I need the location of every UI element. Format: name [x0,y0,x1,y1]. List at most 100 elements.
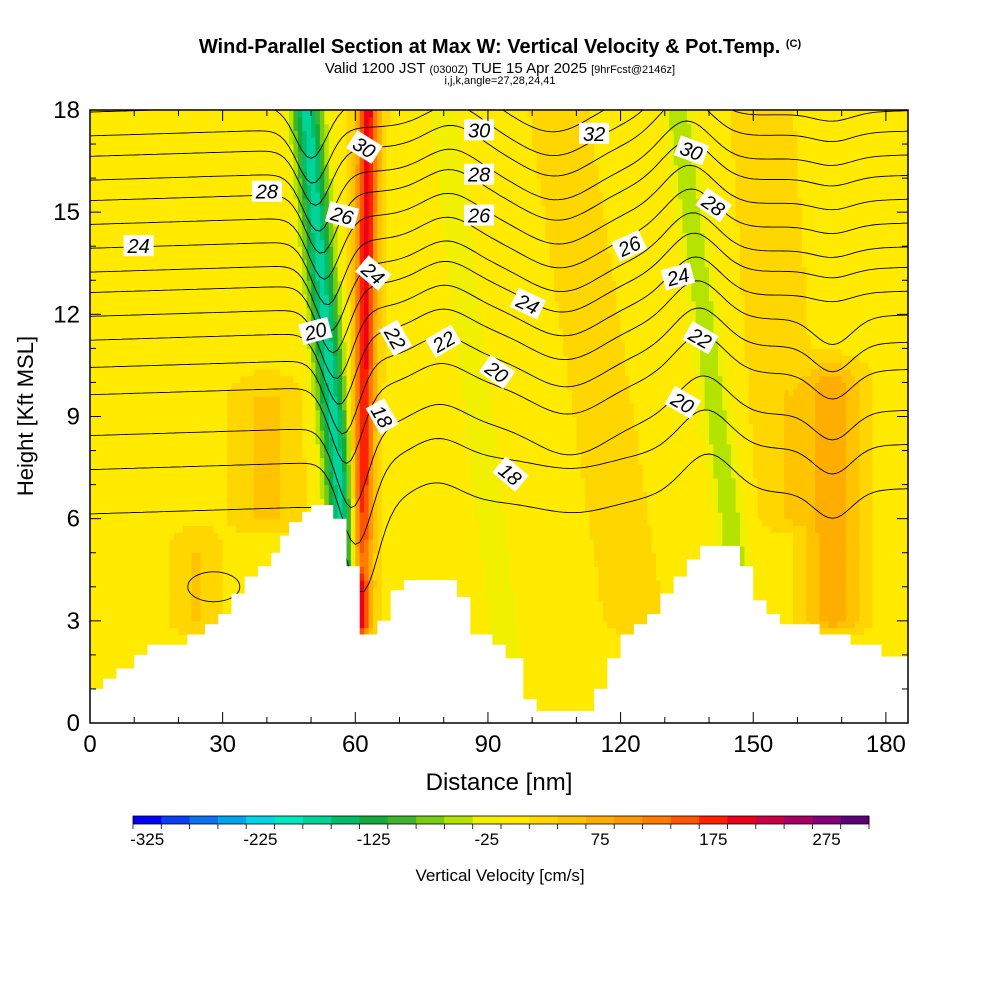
velocity-cell [266,559,272,567]
velocity-cell [289,137,294,145]
velocity-cell [165,362,171,370]
velocity-cell [129,545,135,554]
velocity-cell [165,389,171,397]
velocity-cell [213,518,219,527]
velocity-cell [253,293,259,302]
velocity-cell [258,443,263,452]
velocity-cell [319,430,325,438]
velocity-cell [319,477,325,486]
velocity-cell [209,355,215,363]
velocity-cell [218,368,224,377]
velocity-cell [151,123,157,131]
velocity-cell [235,471,241,479]
velocity-cell [112,552,118,561]
velocity-cell [218,259,224,268]
velocity-cell [156,586,162,595]
velocity-cell [125,341,131,349]
velocity-cell [169,545,175,554]
velocity-cell [231,314,237,322]
velocity-cell [328,300,334,309]
velocity-cell [280,457,286,465]
velocity-cell [98,280,104,288]
velocity-cell [324,205,330,213]
velocity-cell [258,253,263,261]
velocity-cell [302,314,308,322]
velocity-cell [121,402,126,411]
velocity-cell [258,375,263,383]
velocity-cell [227,525,233,533]
velocity-cell [169,607,175,615]
velocity-cell [275,110,281,118]
velocity-cell [249,402,255,411]
velocity-cell [218,498,224,506]
velocity-cell [235,164,241,172]
velocity-cell [231,580,237,588]
velocity-cell [297,225,303,234]
velocity-cell [90,675,95,683]
velocity-cell [129,416,135,424]
velocity-cell [178,532,184,540]
velocity-cell [196,171,202,179]
velocity-cell [125,464,131,472]
velocity-cell [169,321,175,329]
velocity-cell [275,246,281,254]
velocity-cell [231,566,237,574]
velocity-cell [235,116,241,125]
velocity-cell [160,307,166,315]
velocity-cell [121,184,126,193]
velocity-cell [129,314,135,322]
velocity-cell [200,511,206,520]
velocity-cell [112,586,118,595]
velocity-cell [121,246,126,254]
velocity-cell [306,280,312,288]
velocity-cell [178,402,184,411]
velocity-cell [227,505,233,513]
velocity-cell [147,225,153,234]
velocity-cell [156,484,162,492]
velocity-cell [293,436,299,445]
velocity-cell [235,328,241,336]
velocity-cell [209,287,215,295]
velocity-cell [187,545,193,554]
velocity-cell [280,164,286,172]
velocity-cell [266,341,272,349]
velocity-cell [222,178,228,186]
velocity-cell [266,464,272,472]
velocity-cell [324,171,330,179]
velocity-cell [235,368,241,377]
velocity-cell [147,198,153,206]
velocity-cell [138,259,144,268]
velocity-cell [116,314,122,322]
velocity-cell [324,450,330,458]
velocity-cell [315,402,321,411]
velocity-cell [112,184,118,193]
velocity-cell [258,198,263,206]
velocity-cell [165,219,171,227]
velocity-cell [293,471,299,479]
velocity-cell [262,375,268,383]
velocity-cell [240,443,246,452]
velocity-cell [266,219,272,227]
velocity-cell [275,368,281,377]
velocity-cell [231,443,237,452]
velocity-cell [165,614,171,622]
velocity-cell [134,491,140,499]
velocity-cell [160,110,166,118]
velocity-cell [249,539,255,547]
velocity-cell [160,573,166,581]
velocity-cell [160,150,166,159]
velocity-cell [302,293,308,302]
velocity-cell [147,457,153,465]
velocity-cell [249,518,255,527]
velocity-cell [112,532,118,540]
velocity-cell [147,280,153,288]
velocity-cell [249,511,255,520]
velocity-cell [244,498,250,506]
velocity-cell [107,620,113,629]
velocity-cell [138,498,144,506]
velocity-cell [147,450,153,458]
velocity-cell [240,334,246,343]
velocity-cell [235,144,241,152]
velocity-cell [289,321,294,329]
velocity-cell [240,573,246,581]
